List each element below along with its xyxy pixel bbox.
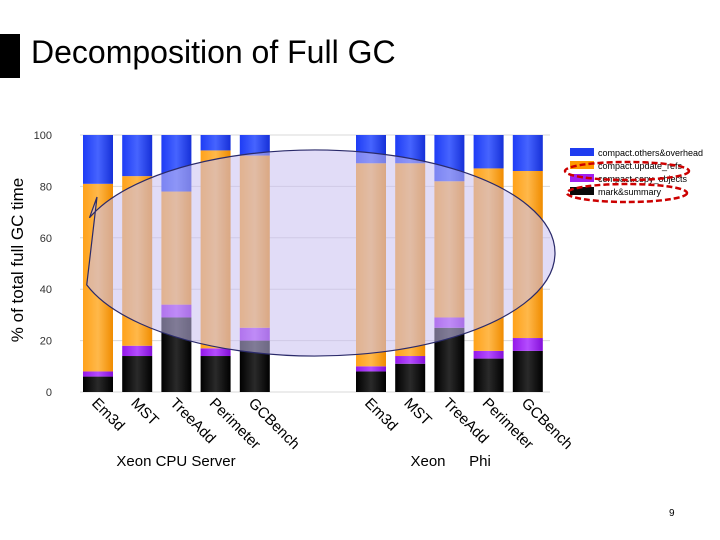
bar-segment-compact-copy-objects — [473, 350, 504, 359]
x-tick-label: MST — [400, 395, 434, 429]
group-label: Phi — [469, 453, 491, 470]
bar-segment-compact-copy-objects — [395, 356, 426, 364]
slide-title: Decomposition of Full GC — [31, 34, 396, 70]
x-tick-label: Em3d — [88, 395, 128, 435]
legend-label: compact.update_refs — [598, 161, 683, 171]
y-tick-label: 60 — [40, 233, 52, 245]
bar-segment-compact-others-overhead — [83, 135, 113, 184]
bar-segment-mark-summary — [83, 376, 113, 392]
title-accent-bar — [0, 34, 20, 78]
bar-segment-mark-summary — [473, 358, 504, 392]
bar-segment-mark-summary — [395, 363, 426, 392]
x-tick-label: MST — [127, 395, 161, 429]
bar-segment-compact-copy-objects — [512, 338, 543, 351]
bar-segment-compact-others-overhead — [512, 135, 543, 171]
bar-segment-compact-others-overhead — [473, 135, 504, 169]
legend-swatch — [570, 187, 594, 195]
bar-segment-mark-summary — [356, 371, 386, 392]
bar-segment-compact-others-overhead — [200, 135, 231, 151]
group-label: Xeon CPU Server — [116, 453, 235, 470]
y-tick-label: 0 — [46, 387, 52, 399]
bar-segment-compact-others-overhead — [239, 135, 270, 156]
legend-highlight-ring — [565, 182, 689, 204]
y-tick-label: 20 — [40, 336, 52, 348]
bar-segment-compact-copy-objects — [356, 366, 386, 372]
legend-label: compact.others&overhead — [598, 148, 703, 158]
legend-swatch — [570, 148, 594, 156]
bar-segment-compact-copy-objects — [83, 371, 113, 377]
bar-segment-compact-copy-objects — [122, 345, 153, 357]
y-axis-label: % of total full GC time — [8, 178, 27, 342]
legend-highlight-ring — [563, 160, 691, 182]
bar-segment-mark-summary — [200, 356, 231, 392]
legend: compact.others&overhead compact.update_re… — [563, 148, 703, 204]
y-tick-label: 100 — [34, 130, 52, 142]
bar-segment-mark-summary — [122, 356, 153, 392]
legend-label: mark&summary — [598, 187, 662, 197]
slide-number: 9 — [669, 508, 675, 519]
y-axis-ticks: 0 20 40 60 80 100 — [34, 130, 52, 399]
annotation-layer — [86, 149, 556, 357]
bar-segment-compact-others-overhead — [122, 135, 153, 177]
y-tick-label: 40 — [40, 284, 52, 296]
bar-segment-mark-summary — [512, 350, 543, 392]
bar-segment-compact-copy-objects — [200, 348, 231, 357]
group-label: Xeon — [410, 453, 445, 470]
callout-ellipse — [86, 149, 556, 357]
x-tick-label: Em3d — [361, 395, 401, 435]
y-tick-label: 80 — [40, 181, 52, 193]
